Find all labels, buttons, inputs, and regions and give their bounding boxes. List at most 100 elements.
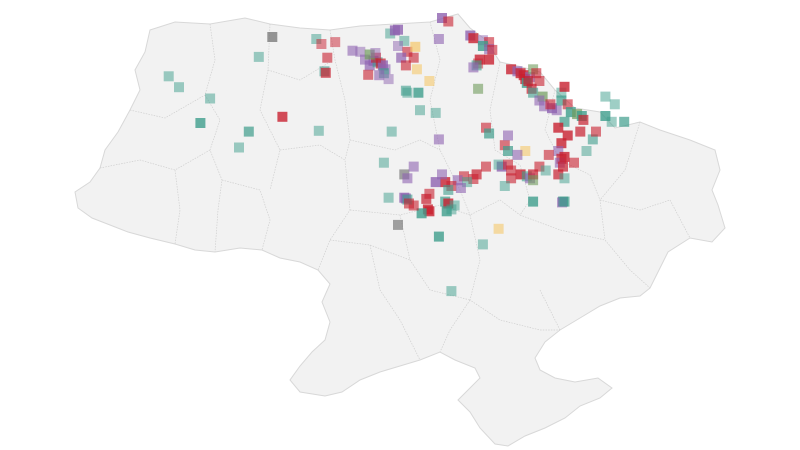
incident-marker[interactable] [556,138,567,149]
incident-marker[interactable] [477,41,488,51]
incident-marker[interactable] [363,69,374,80]
incident-marker[interactable] [421,193,432,204]
incident-marker[interactable] [163,71,174,82]
incident-marker[interactable] [559,116,570,127]
incident-marker[interactable] [243,126,254,137]
incident-marker[interactable] [433,134,444,145]
incident-marker[interactable] [553,169,564,180]
incident-marker[interactable] [174,82,184,93]
incident-marker[interactable] [400,60,411,71]
incident-marker[interactable] [619,116,630,127]
incident-marker[interactable] [587,134,598,145]
incident-marker[interactable] [433,34,444,44]
incident-marker[interactable] [600,111,611,121]
incident-marker[interactable] [402,46,413,57]
incident-marker[interactable] [433,231,444,242]
incident-marker[interactable] [320,67,331,78]
incident-marker[interactable] [424,188,435,199]
incident-marker[interactable] [378,157,389,168]
incident-marker[interactable] [559,196,570,207]
incident-marker[interactable] [503,130,513,141]
incident-marker[interactable] [364,49,375,60]
incident-marker[interactable] [531,68,542,79]
incident-marker[interactable] [322,52,333,63]
incident-marker[interactable] [267,32,278,42]
incident-marker[interactable] [468,62,479,73]
incident-marker[interactable] [528,169,539,180]
incident-marker[interactable] [443,16,454,27]
incident-marker[interactable] [316,39,327,49]
incident-marker[interactable] [553,122,564,133]
incident-marker[interactable] [534,95,545,106]
incident-marker[interactable] [515,169,526,180]
incident-marker[interactable] [484,54,495,65]
incident-marker[interactable] [468,33,479,44]
incident-marker[interactable] [562,130,573,141]
incident-marker[interactable] [609,99,620,110]
incident-marker[interactable] [523,76,534,86]
incident-marker[interactable] [437,13,447,23]
incident-marker[interactable] [311,34,322,44]
incident-marker[interactable] [551,105,562,116]
incident-marker[interactable] [545,99,556,110]
incident-marker[interactable] [578,114,589,125]
incident-marker[interactable] [393,24,403,35]
incident-marker[interactable] [499,181,510,191]
incident-marker[interactable] [484,37,495,48]
incident-marker[interactable] [253,51,264,62]
incident-marker[interactable] [455,183,466,193]
incident-marker[interactable] [506,165,517,176]
incident-marker[interactable] [499,140,510,151]
incident-marker[interactable] [330,37,341,48]
incident-marker[interactable] [503,159,513,170]
incident-marker[interactable] [559,173,570,184]
incident-marker[interactable] [370,48,381,58]
incident-marker[interactable] [396,52,407,63]
incident-marker[interactable] [408,52,419,63]
incident-marker[interactable] [534,161,545,172]
incident-marker[interactable] [452,175,463,186]
incident-marker[interactable] [556,95,567,106]
incident-marker[interactable] [606,116,617,127]
incident-marker[interactable] [410,41,421,52]
incident-marker[interactable] [374,70,385,81]
incident-marker[interactable] [468,174,479,184]
incident-marker[interactable] [411,64,422,75]
incident-marker[interactable] [540,165,551,176]
incident-marker[interactable] [386,126,397,137]
incident-marker[interactable] [562,99,573,110]
incident-marker[interactable] [493,223,504,234]
incident-marker[interactable] [559,151,570,162]
incident-marker[interactable] [558,161,568,172]
incident-marker[interactable] [383,192,394,203]
incident-marker[interactable] [446,286,457,297]
incident-marker[interactable] [481,122,491,133]
incident-marker[interactable] [383,74,394,85]
incident-marker[interactable] [393,219,403,230]
incident-marker[interactable] [559,81,570,92]
incident-marker[interactable] [528,196,539,207]
incident-marker[interactable] [543,149,554,160]
incident-marker[interactable] [443,198,454,209]
incident-marker[interactable] [430,177,441,188]
incident-marker[interactable] [565,107,576,118]
incident-marker[interactable] [553,146,564,156]
incident-marker[interactable] [402,87,413,98]
incident-marker[interactable] [459,171,469,182]
incident-marker[interactable] [424,76,435,86]
incident-marker[interactable] [393,41,403,51]
incident-marker[interactable] [441,206,452,217]
incident-marker[interactable] [520,146,531,156]
incident-marker[interactable] [408,161,419,172]
incident-marker[interactable] [443,184,454,195]
incident-marker[interactable] [347,45,358,56]
incident-marker[interactable] [481,161,491,172]
incident-marker[interactable] [600,91,611,102]
incident-marker[interactable] [484,128,495,139]
incident-marker[interactable] [195,118,206,128]
incident-marker[interactable] [528,175,539,186]
incident-marker[interactable] [355,46,366,57]
incident-marker[interactable] [473,83,484,94]
incident-marker[interactable] [477,239,488,250]
incident-marker[interactable] [512,149,523,160]
